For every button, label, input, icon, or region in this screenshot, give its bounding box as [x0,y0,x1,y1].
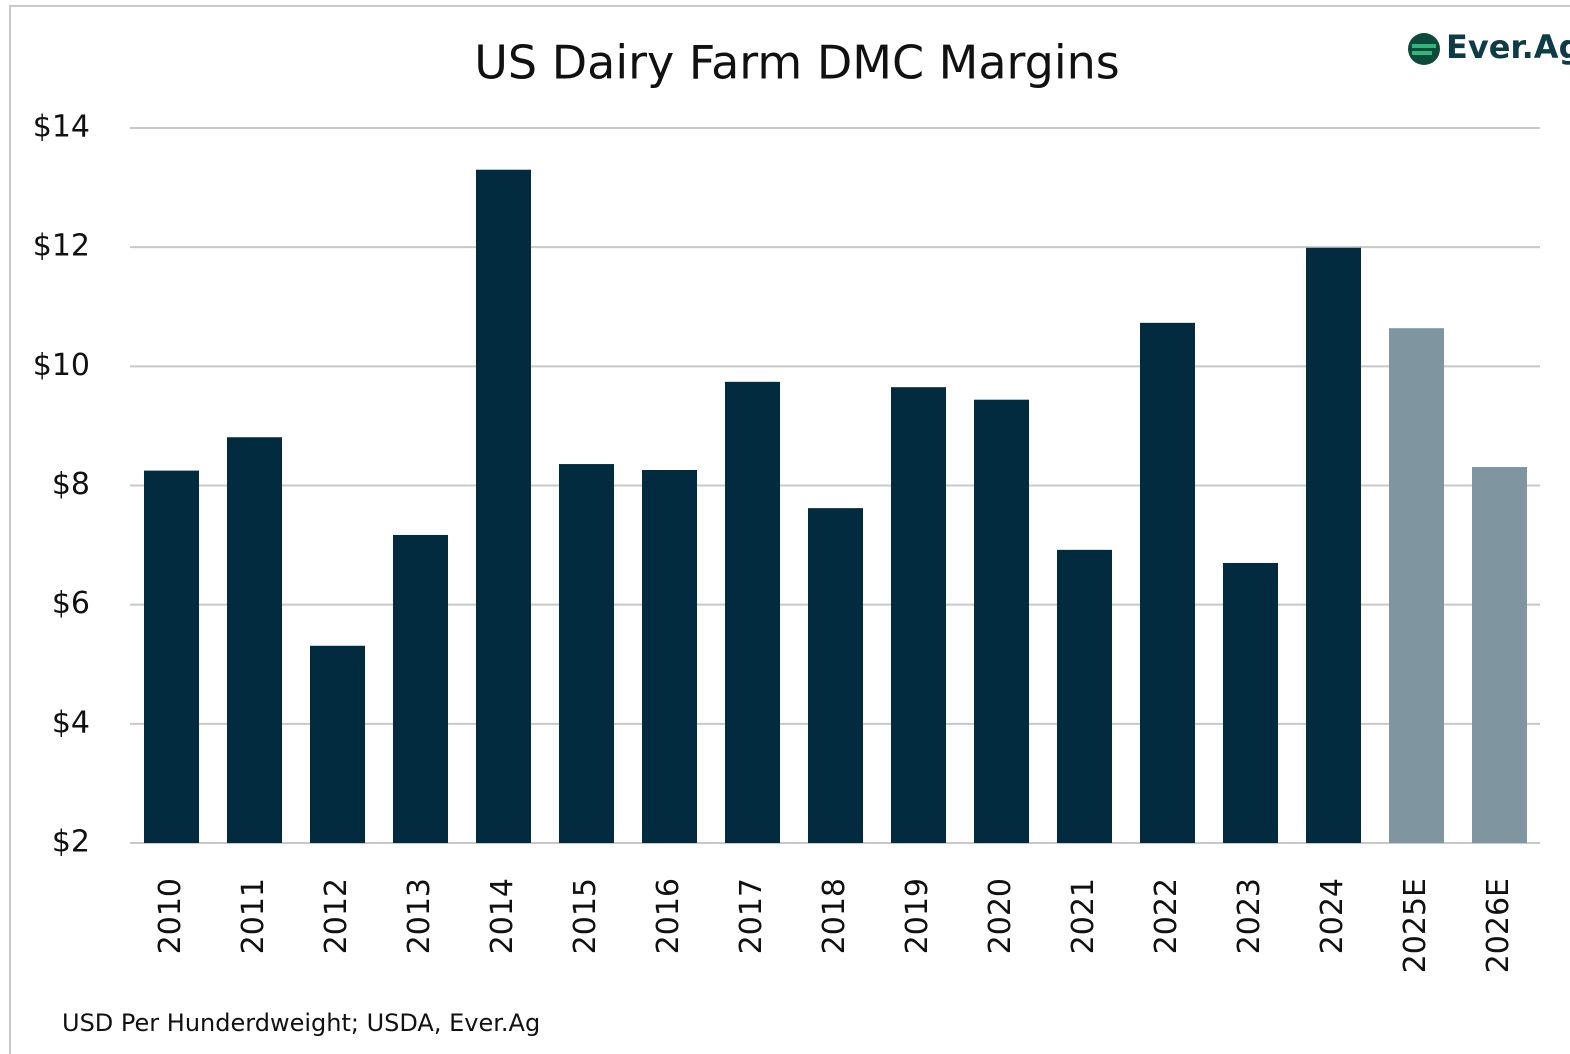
bar [1306,247,1361,843]
frame [9,5,1570,1054]
chart-title: US Dairy Farm DMC Margins [474,36,1120,90]
x-tick-label: 2025E [1398,878,1433,973]
bar [1472,467,1527,843]
source-note: USD Per Hunderdweight; USDA, Ever.Ag [62,1009,540,1037]
bar [310,645,365,843]
bar [1389,328,1444,843]
x-tick-label: 2020 [983,878,1018,954]
x-tick-label: 2018 [817,878,852,954]
y-tick-label: $14 [33,110,90,145]
bar [559,464,614,843]
x-tick-label: 2012 [319,878,354,954]
bar [808,508,863,843]
bar [1057,549,1112,843]
y-tick-label: $10 [33,348,90,383]
bar [974,399,1029,843]
x-tick-label: 2014 [485,878,520,954]
bar [891,387,946,843]
x-tick-label: 2023 [1232,878,1267,954]
bar [227,437,282,843]
y-tick-label: $8 [52,467,90,502]
x-tick-label: 2017 [734,878,769,954]
x-tick-label: 2019 [900,878,935,954]
x-tick-label: 2022 [1149,878,1184,954]
x-tick-label: 2011 [236,878,271,954]
x-tick-label: 2021 [1066,878,1101,954]
x-tick-label: 2026E [1481,878,1516,973]
bar [393,534,448,843]
bar [476,169,531,844]
bar [642,470,697,843]
y-tick-label: $6 [52,586,90,621]
logo-text: Ever.Ag [1446,28,1570,66]
x-tick-label: 2015 [568,878,603,954]
x-tick-label: 2010 [153,878,188,954]
bar [1140,322,1195,843]
bar [144,470,199,843]
x-tick-label: 2024 [1315,878,1350,954]
logo-stripes [1412,44,1436,55]
y-tick-label: $12 [33,229,90,264]
x-tick-label: 2016 [651,878,686,954]
bar [725,381,780,843]
y-tick-label: $4 [52,705,90,740]
bar [1223,562,1278,843]
y-tick-label: $2 [52,825,90,860]
logo: Ever.Ag [1408,28,1570,66]
x-tick-label: 2013 [402,878,437,954]
logo-icon [1408,33,1440,65]
